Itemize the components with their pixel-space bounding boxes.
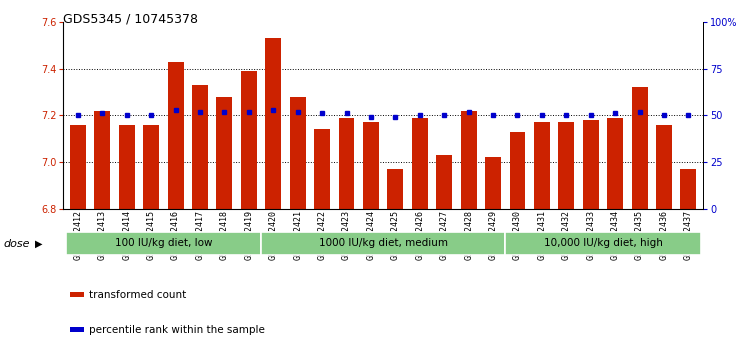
Bar xyxy=(241,71,257,209)
Bar xyxy=(314,129,330,209)
Bar xyxy=(388,169,403,209)
Bar xyxy=(289,97,306,209)
Bar xyxy=(192,85,208,209)
Bar xyxy=(632,87,647,209)
Bar xyxy=(461,111,477,209)
Text: dose: dose xyxy=(4,238,31,249)
Bar xyxy=(583,120,599,209)
Text: ▶: ▶ xyxy=(35,238,42,249)
Bar xyxy=(559,122,574,209)
Bar xyxy=(143,125,159,209)
Bar xyxy=(217,97,232,209)
Bar xyxy=(607,118,623,209)
Bar xyxy=(436,155,452,209)
Bar xyxy=(510,132,525,209)
Text: GDS5345 / 10745378: GDS5345 / 10745378 xyxy=(63,13,198,26)
Bar xyxy=(70,327,84,332)
Bar xyxy=(681,169,696,209)
FancyBboxPatch shape xyxy=(65,232,261,255)
Bar xyxy=(70,292,84,297)
Bar xyxy=(266,38,281,209)
Bar xyxy=(485,157,501,209)
Text: percentile rank within the sample: percentile rank within the sample xyxy=(89,325,265,335)
Text: transformed count: transformed count xyxy=(89,290,186,299)
Bar xyxy=(363,122,379,209)
Bar xyxy=(339,118,354,209)
Bar xyxy=(412,118,428,209)
Text: 100 IU/kg diet, low: 100 IU/kg diet, low xyxy=(115,238,212,248)
FancyBboxPatch shape xyxy=(261,232,505,255)
Bar xyxy=(167,61,184,209)
Bar xyxy=(119,125,135,209)
Bar xyxy=(94,111,110,209)
FancyBboxPatch shape xyxy=(505,232,701,255)
Bar xyxy=(656,125,672,209)
Bar xyxy=(70,125,86,209)
Text: 10,000 IU/kg diet, high: 10,000 IU/kg diet, high xyxy=(544,238,662,248)
Text: 1000 IU/kg diet, medium: 1000 IU/kg diet, medium xyxy=(318,238,448,248)
Bar xyxy=(534,122,550,209)
